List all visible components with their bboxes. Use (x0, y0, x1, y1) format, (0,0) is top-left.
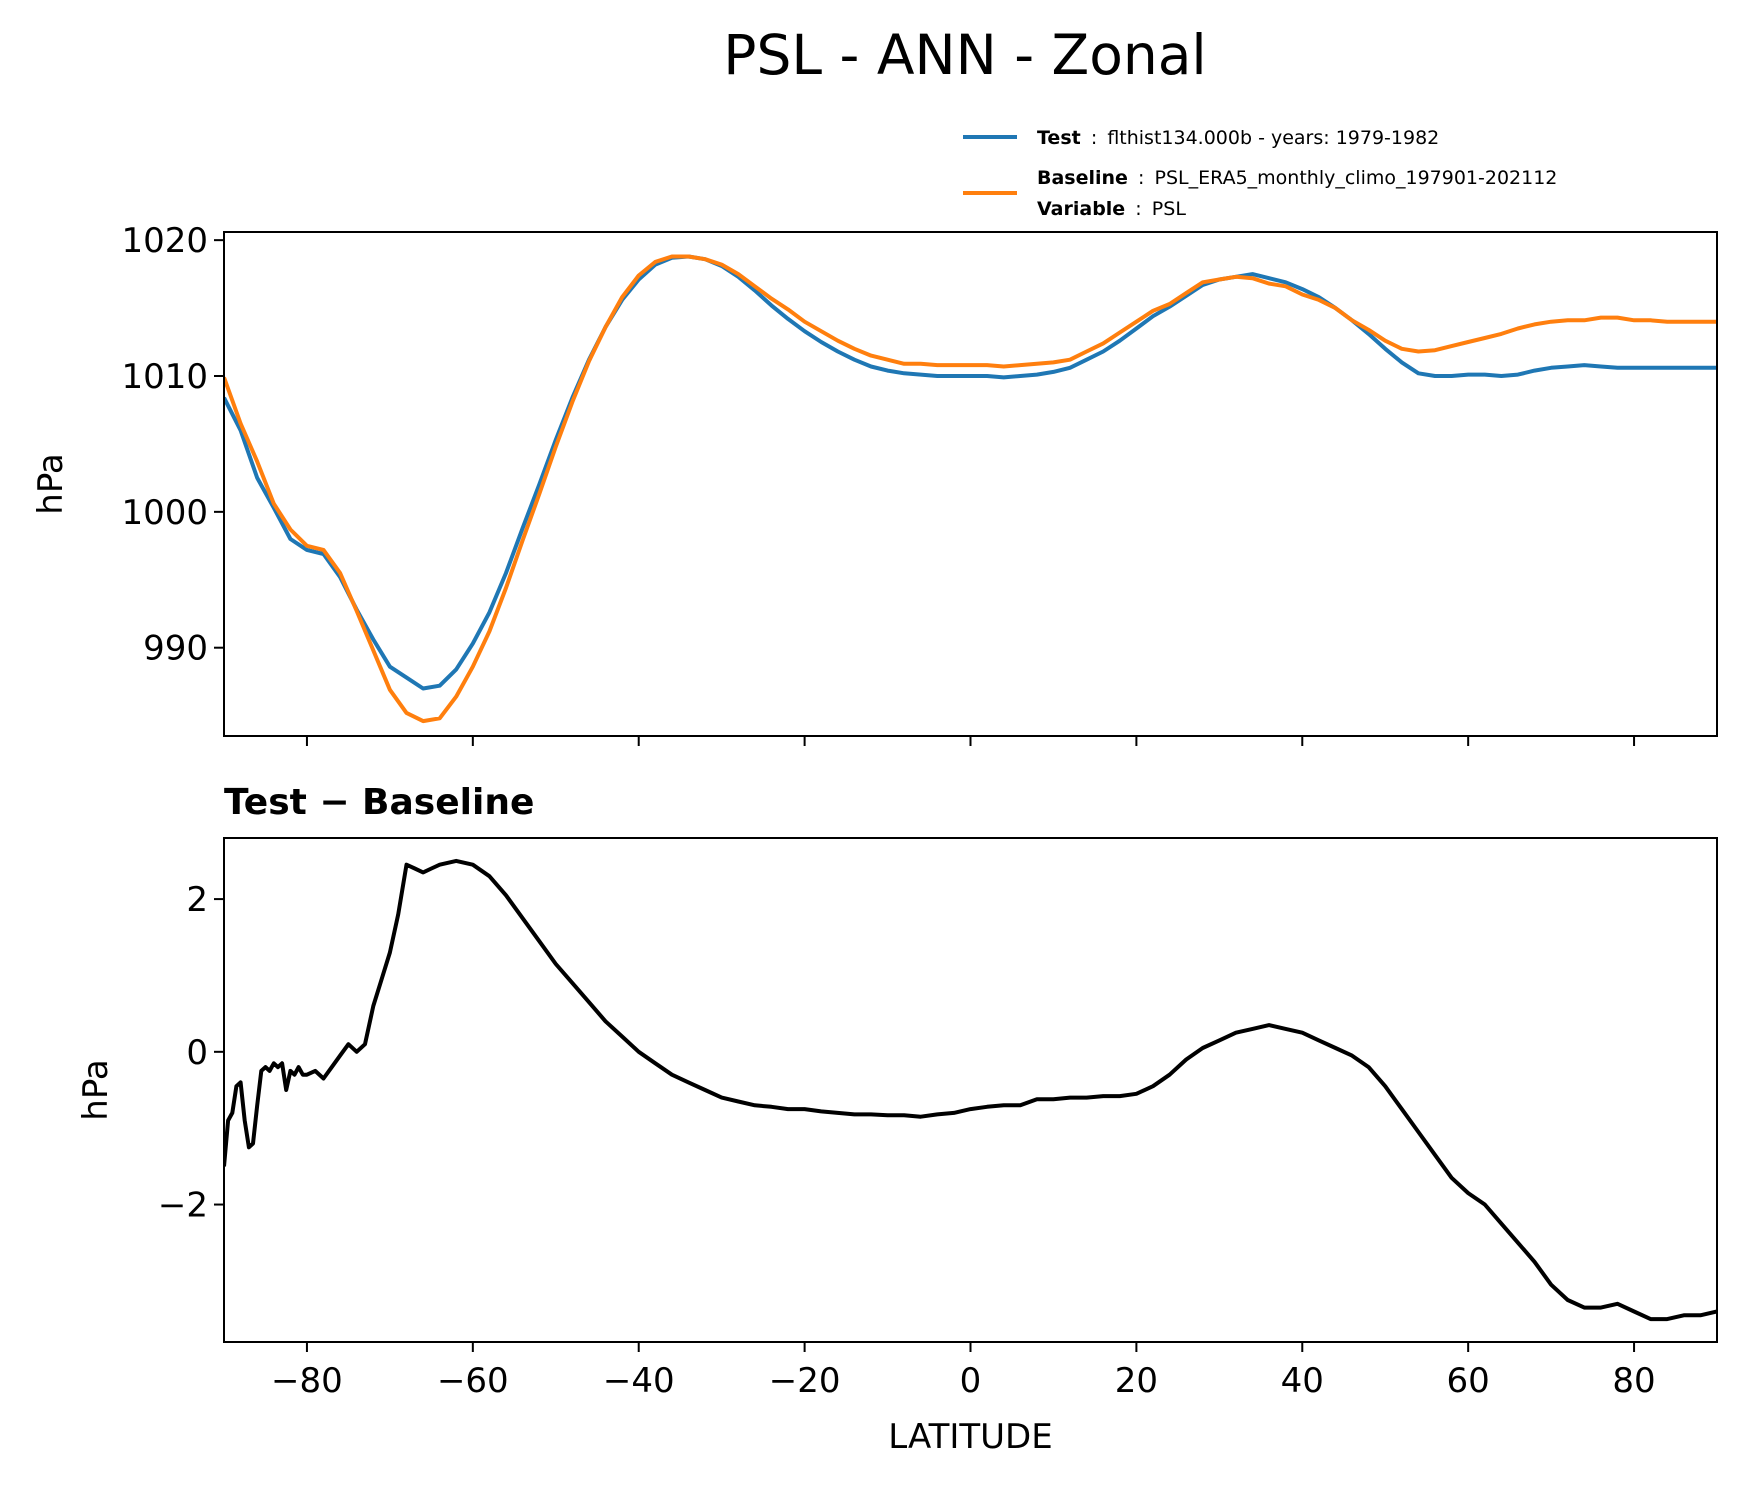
top-ytick-label: 1010 (121, 357, 208, 397)
top-ytick-label: 1020 (121, 221, 208, 261)
bottom-panel-ylabel: hPa (76, 1059, 116, 1120)
bottom-panel: Test − Baseline −202 −80 −60 −40 −20 0 20 40 60… (76, 782, 1718, 1457)
bottom-panel-series (224, 858, 1717, 1322)
legend: Test : flthist134.000b - years: 1979-198… (963, 127, 1557, 220)
top-panel-series (224, 254, 1717, 724)
bottom-xtick-label: 40 (1281, 1361, 1324, 1401)
bottom-series-test-baseline-line (224, 858, 1717, 1322)
svg-text:Variable : PSL: Variable : PSL (1037, 198, 1186, 220)
legend-test-key: Test (1037, 127, 1081, 149)
top-panel-xticks (305, 736, 1636, 746)
bottom-xtick-label: 80 (1612, 1361, 1655, 1401)
top-panel-frame (223, 231, 1718, 737)
top-series-baseline-line (224, 254, 1717, 724)
top-panel-yticks: 990 1000 1010 1020 (121, 221, 224, 669)
bottom-xtick-label: −20 (769, 1361, 841, 1401)
bottom-ytick-label: −2 (158, 1186, 208, 1226)
bottom-ytick-label: 2 (186, 880, 208, 920)
legend-baseline-key: Baseline (1037, 167, 1128, 189)
svg-text:Baseline : PSL_ERA: Baseline : PSL_ERA5_monthly_climo_197901… (1037, 167, 1557, 189)
legend-baseline-sep: : (1138, 167, 1144, 189)
bottom-xtick-label: 20 (1115, 1361, 1158, 1401)
figure-title: PSL - ANN - Zonal (723, 23, 1206, 87)
bottom-xtick-label: −40 (603, 1361, 675, 1401)
top-ytick-label: 1000 (121, 493, 208, 533)
legend-variable-value: PSL (1152, 198, 1187, 220)
top-ytick-label: 990 (143, 629, 208, 669)
bottom-panel-frame (223, 837, 1718, 1343)
legend-test-sep: : (1091, 127, 1097, 149)
top-panel: 990 1000 1010 1020 hPa (31, 221, 1718, 746)
legend-baseline-value: PSL_ERA5_monthly_climo_197901-202112 (1155, 167, 1558, 189)
svg-text:Test : flthist134.: Test : flthist134.000b - years: 1979-198… (1037, 127, 1439, 149)
bottom-xtick-label: −80 (271, 1361, 343, 1401)
bottom-panel-xlabel: LATITUDE (888, 1417, 1052, 1457)
bottom-xtick-label: 0 (960, 1361, 982, 1401)
legend-variable-key: Variable (1037, 198, 1125, 220)
bottom-panel-title: Test − Baseline (224, 782, 534, 823)
legend-variable-sep: : (1135, 198, 1141, 220)
bottom-xtick-label: 60 (1447, 1361, 1490, 1401)
bottom-ytick-label: 0 (186, 1033, 208, 1073)
bottom-panel-yticks: −2 0 2 (158, 880, 224, 1226)
top-series-test-line (224, 254, 1717, 691)
bottom-xtick-label: −60 (437, 1361, 509, 1401)
top-panel-ylabel: hPa (31, 453, 71, 514)
bottom-panel-xticks: −80 −60 −40 −20 0 20 40 60 80 (271, 1342, 1656, 1401)
legend-test-value: flthist134.000b - years: 1979-1982 (1107, 127, 1439, 149)
